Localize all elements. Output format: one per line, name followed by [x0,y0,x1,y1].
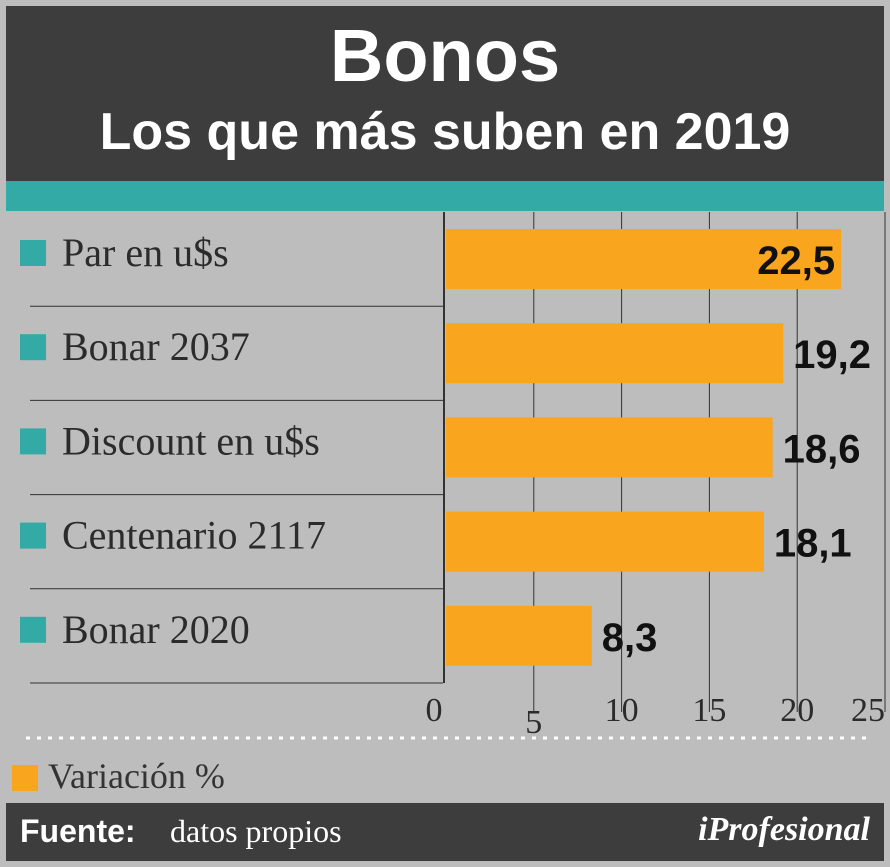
category-label: Centenario 2117 [62,513,326,558]
category-label: Bonar 2037 [62,324,250,369]
x-tick-label: 20 [780,692,814,729]
data-label: 18,1 [774,522,852,566]
bar [446,605,592,666]
data-label: 22,5 [757,239,835,283]
category-marker [20,522,46,549]
data-label: 8,3 [602,616,658,660]
x-tick-label: 5 [525,704,542,741]
category-label: Discount en u$s [62,418,320,463]
legend-swatch [12,765,38,791]
accent-stripe [6,181,884,211]
header: Bonos Los que más suben en 2019 [6,6,884,181]
chart-title: Bonos [329,14,561,97]
bar [446,229,842,289]
category-label: Bonar 2020 [62,607,250,652]
legend-label: Variación % [48,756,225,796]
category-marker [20,334,46,361]
chart-subtitle: Los que más suben en 2019 [99,103,791,161]
category-marker [20,240,46,266]
bar [446,511,764,572]
category-marker [20,616,46,643]
footer: Fuente: datos propios iProfesional [6,803,884,861]
category-marker [20,428,46,455]
category-label: Par en u$s [62,230,229,275]
data-label: 18,6 [783,427,861,471]
source-key: Fuente: [20,813,136,849]
x-tick-label: 15 [692,692,726,729]
bar [446,323,784,384]
brand-logo: iProfesional [698,811,870,848]
x-tick-label: 0 [426,692,443,729]
source-value: datos propios [170,813,342,849]
bar [446,417,773,478]
x-tick-label: 10 [605,692,639,729]
data-label: 19,2 [793,333,871,377]
x-tick-label: 25 [851,692,885,729]
